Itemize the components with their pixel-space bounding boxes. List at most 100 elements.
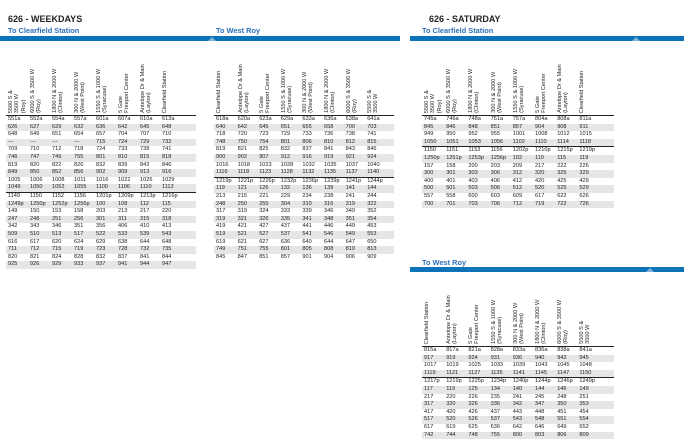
table-row: 819 820 822 826 832 839 843 846 — [6, 162, 196, 170]
time-cell: 841 — [324, 146, 334, 153]
time-cell: 119 — [216, 185, 225, 192]
time-cell: 901 — [302, 253, 312, 260]
time-cell: 410 — [140, 223, 150, 230]
time-cell: 845 — [424, 123, 434, 130]
table-row: 711 712 715 719 723 728 732 735 — [6, 246, 196, 254]
time-cell: 1156 — [490, 147, 503, 154]
time-cell: 902 — [96, 169, 106, 176]
time-cell: 256 — [74, 215, 84, 222]
time-cell: 525 — [557, 185, 567, 192]
time-cell: 324 — [259, 208, 269, 215]
time-cell: 1219p — [579, 147, 595, 154]
time-cell: 624 — [74, 238, 84, 245]
column-header: 5500 S & 3500 W — [367, 45, 379, 113]
time-cell: 916 — [162, 169, 172, 176]
stop-name: Clearfield Station — [162, 70, 168, 113]
saturday-westroy-blue-bar — [410, 267, 684, 272]
stop-name: Antelope Dr & Main (Layton) — [446, 295, 459, 344]
time-cell: 613a — [162, 116, 175, 122]
time-cell: 942 — [557, 354, 567, 361]
time-cell: 1116 — [216, 169, 228, 176]
time-cell: 916 — [302, 153, 312, 160]
time-cell: 843 — [345, 146, 355, 153]
time-cell: 733 — [302, 131, 312, 138]
stop-name: Clearfield Station — [216, 70, 222, 113]
time-cell: 1022 — [118, 176, 131, 183]
table-row: 247 248 251 256 301 311 315 318 — [6, 215, 196, 224]
time-cell: 841 — [140, 253, 150, 260]
time-cell: 632 — [74, 123, 84, 130]
time-cell: 709 — [8, 146, 18, 153]
time-cell: 248 — [30, 215, 40, 222]
time-cell: 506 — [490, 185, 500, 192]
time-cell: 900 — [216, 153, 226, 160]
weekday-to-clearfield-table: 5500 S & 3500 W (Roy) 6000 S & 3500 W (Ro… — [6, 45, 196, 269]
time-cell: 648 — [162, 238, 172, 245]
time-cell: 1017 — [424, 362, 437, 369]
time-cell: 1023 — [259, 161, 272, 168]
time-cell: 1202p — [512, 147, 529, 154]
time-cell: 501 — [446, 185, 456, 192]
time-cell: 925 — [8, 261, 18, 268]
time-cell: 1232p — [280, 177, 297, 184]
time-cell: 907 — [259, 153, 269, 160]
time-cell: 710 — [30, 146, 40, 153]
time-cell: 537 — [280, 230, 291, 237]
stop-name: 300 N & 2000 W (West Point) — [512, 302, 526, 344]
table-row: 640 642 645 651 655 658 700 703 — [214, 123, 394, 132]
table-row: 500 501 503 506 512 520 525 529 — [422, 185, 614, 193]
time-cell: 325 — [557, 170, 567, 177]
column-headers: Clearfield Station Antelope Dr & Main (La… — [214, 45, 394, 115]
time-cell: 1033 — [490, 362, 504, 369]
time-cell: 426 — [468, 408, 478, 415]
time-cell: 828a — [490, 347, 504, 353]
stop-name: Clearfield Station — [579, 70, 586, 113]
time-cell: 642 — [512, 423, 523, 430]
time-cell: 812 — [345, 138, 355, 145]
time-cell: 513 — [52, 230, 62, 237]
time-cell: 821 — [30, 253, 40, 260]
time-cell: 406 — [490, 177, 500, 184]
time-cell: 1153 — [468, 147, 481, 154]
table-row: 551a 552a 554a 557a 601a 607a 610a 613a — [6, 116, 196, 124]
time-cell: 654 — [74, 131, 84, 138]
time-cell: 356 — [96, 223, 106, 230]
time-cell: 1251p — [446, 154, 462, 161]
column-header: 300 N & 2000 W (West Point) — [74, 45, 86, 113]
time-cell: 726 — [579, 200, 589, 207]
time-cell: 543 — [512, 416, 523, 423]
time-cell: 625 — [468, 423, 478, 430]
time-cell: 1226p — [259, 177, 275, 184]
time-cell: 203 — [96, 208, 106, 215]
time-cell: 245 — [535, 393, 545, 400]
bar-marker — [208, 37, 216, 41]
time-cell: 420 — [535, 177, 545, 184]
time-cell: 1056 — [490, 138, 504, 145]
time-cell: 801 — [280, 246, 291, 253]
table-row: 1050 1051 1053 1056 1102 1110 1114 1118 — [422, 138, 614, 147]
table-row: --- --- --- --- 715 724 729 732 — [6, 138, 196, 147]
time-cell: 1128 — [280, 169, 293, 176]
time-cell: 454 — [579, 408, 589, 415]
time-cell: 136 — [302, 185, 312, 192]
time-cell: 510 — [30, 230, 40, 237]
time-cell: 1145 — [535, 369, 548, 376]
time-cell: 1040 — [367, 161, 380, 168]
time-cell: 417 — [424, 408, 434, 415]
table-row: 342 343 346 351 356 406 410 413 — [6, 223, 196, 231]
time-cell: 1106 — [118, 184, 131, 191]
stop-name: Antelope Dr & Main (Layton) — [237, 64, 250, 113]
time-cell: 904 — [324, 253, 334, 260]
weekday-blue-bar — [0, 36, 400, 41]
time-cell: 557 — [424, 192, 434, 199]
time-cell: 1127 — [468, 369, 481, 376]
time-cell: 822 — [52, 161, 62, 168]
time-cell: 820 — [30, 161, 40, 168]
time-cell: 351 — [74, 223, 84, 230]
time-cell: 537 — [490, 416, 500, 423]
time-cell: 1019 — [446, 362, 459, 369]
time-cell: 815a — [424, 347, 437, 353]
time-cell: 636a — [324, 116, 337, 122]
time-cell: 241 — [512, 393, 523, 400]
schedule-rows: 618a 620a 623a 629a 633a 636a 638a 641a 640 642 64… — [214, 115, 394, 261]
